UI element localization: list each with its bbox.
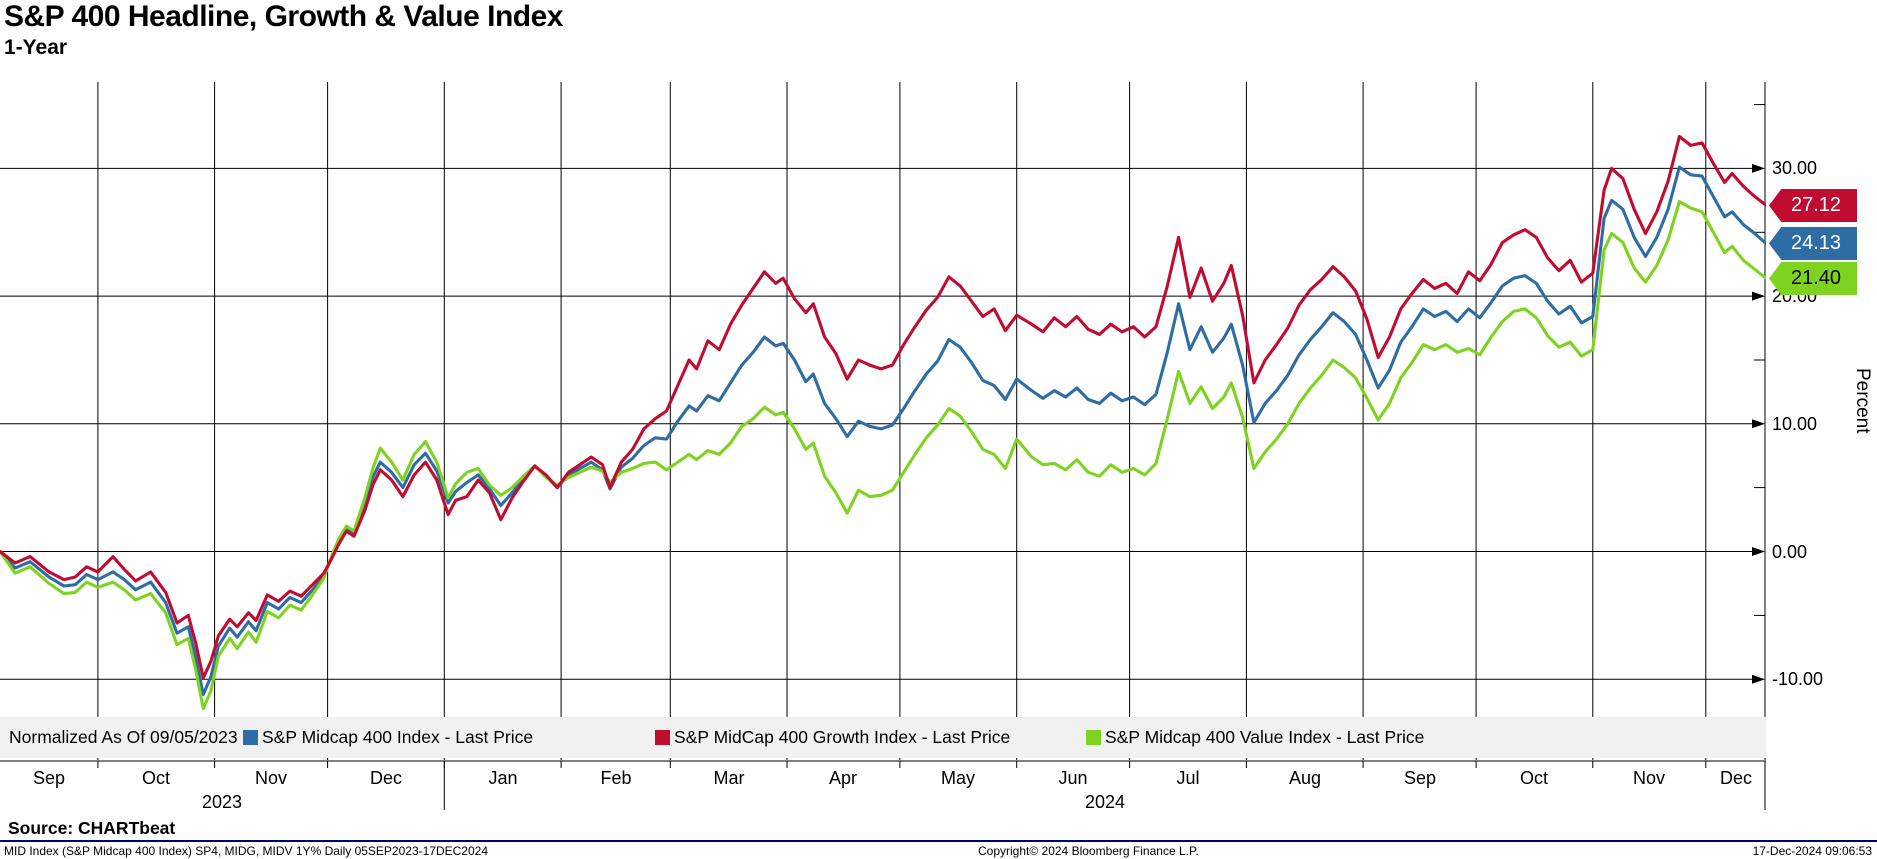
month-label: Aug: [1288, 768, 1322, 788]
footer-copyright: Copyright© 2024 Bloomberg Finance L.P.: [978, 844, 1199, 858]
legend-item-label: S&P Midcap 400 Index - Last Price: [262, 727, 534, 747]
axis-arrow-icon: [1752, 419, 1765, 429]
month-label: Oct: [1519, 768, 1549, 788]
y-tick-label: 0.00: [1772, 542, 1808, 562]
series-line: [0, 200, 1766, 711]
legend-item-growth-index: S&P MidCap 400 Growth Index - Last Price: [655, 727, 1010, 748]
y-tick-label: 30.00: [1772, 158, 1818, 178]
y-tick-label: -10.00: [1772, 669, 1824, 689]
y-axis-title: Percent: [1852, 368, 1873, 434]
plot-area: [0, 82, 1766, 760]
legend-bar: Normalized As Of 09/05/2023 S&P Midcap 4…: [0, 717, 1766, 758]
footer-divider: [0, 840, 1877, 842]
red-series-swatch-icon: [655, 730, 670, 745]
month-label: Oct: [141, 768, 171, 788]
month-label: Feb: [600, 768, 632, 788]
month-label: Apr: [828, 768, 858, 788]
price-chart: [0, 82, 1766, 760]
x-axis: Sep Oct Nov Dec Jan Feb Mar Apr May Jun Jul Aug Sep O…: [0, 760, 1877, 816]
month-label: Sep: [32, 768, 66, 788]
page-subtitle: 1-Year: [4, 36, 68, 59]
series-line: [0, 165, 1766, 697]
year-label: 2023: [201, 792, 243, 812]
month-label: Nov: [254, 768, 288, 788]
legend-item-midcap-index: S&P Midcap 400 Index - Last Price: [243, 727, 533, 748]
page-title: S&P 400 Headline, Growth & Value Index: [4, 0, 563, 33]
axis-arrow-icon: [1752, 674, 1765, 684]
series-line: [0, 134, 1766, 680]
blue-series-swatch-icon: [243, 730, 258, 745]
month-label: Jan: [488, 768, 518, 788]
y-tick-label: 10.00: [1772, 414, 1818, 434]
axis-arrow-icon: [1752, 291, 1765, 301]
axis-arrow-icon: [1752, 547, 1765, 556]
month-label: Nov: [1632, 768, 1666, 788]
footer-timestamp: 17-Dec-2024 09:06:53: [1752, 844, 1872, 858]
month-label: Jun: [1058, 768, 1088, 788]
month-label: Dec: [1719, 768, 1753, 788]
x-axis-ticks: [0, 760, 1766, 810]
month-label: Jul: [1176, 768, 1200, 788]
footer-ticker-meta: MID Index (S&P Midcap 400 Index) SP4, MI…: [4, 844, 489, 858]
green-series-swatch-icon: [1086, 730, 1101, 745]
month-label: Mar: [713, 768, 745, 788]
axis-arrow-icon: [1752, 163, 1765, 173]
last-price-tag: 21.40: [1769, 262, 1857, 295]
legend-note: Normalized As Of 09/05/2023: [9, 727, 238, 747]
legend-item-label: S&P MidCap 400 Growth Index - Last Price: [674, 727, 1011, 747]
month-label: May: [940, 768, 976, 788]
legend-item-value-index: S&P Midcap 400 Value Index - Last Price: [1086, 727, 1424, 748]
source-credit: Source: CHARTbeat: [8, 818, 176, 838]
month-label: Dec: [369, 768, 403, 788]
year-label: 2024: [1084, 792, 1126, 812]
month-label: Sep: [1403, 768, 1437, 788]
last-price-tag: 24.13: [1769, 227, 1857, 260]
last-price-tag: 27.12: [1769, 189, 1857, 222]
legend-item-label: S&P Midcap 400 Value Index - Last Price: [1105, 727, 1425, 747]
